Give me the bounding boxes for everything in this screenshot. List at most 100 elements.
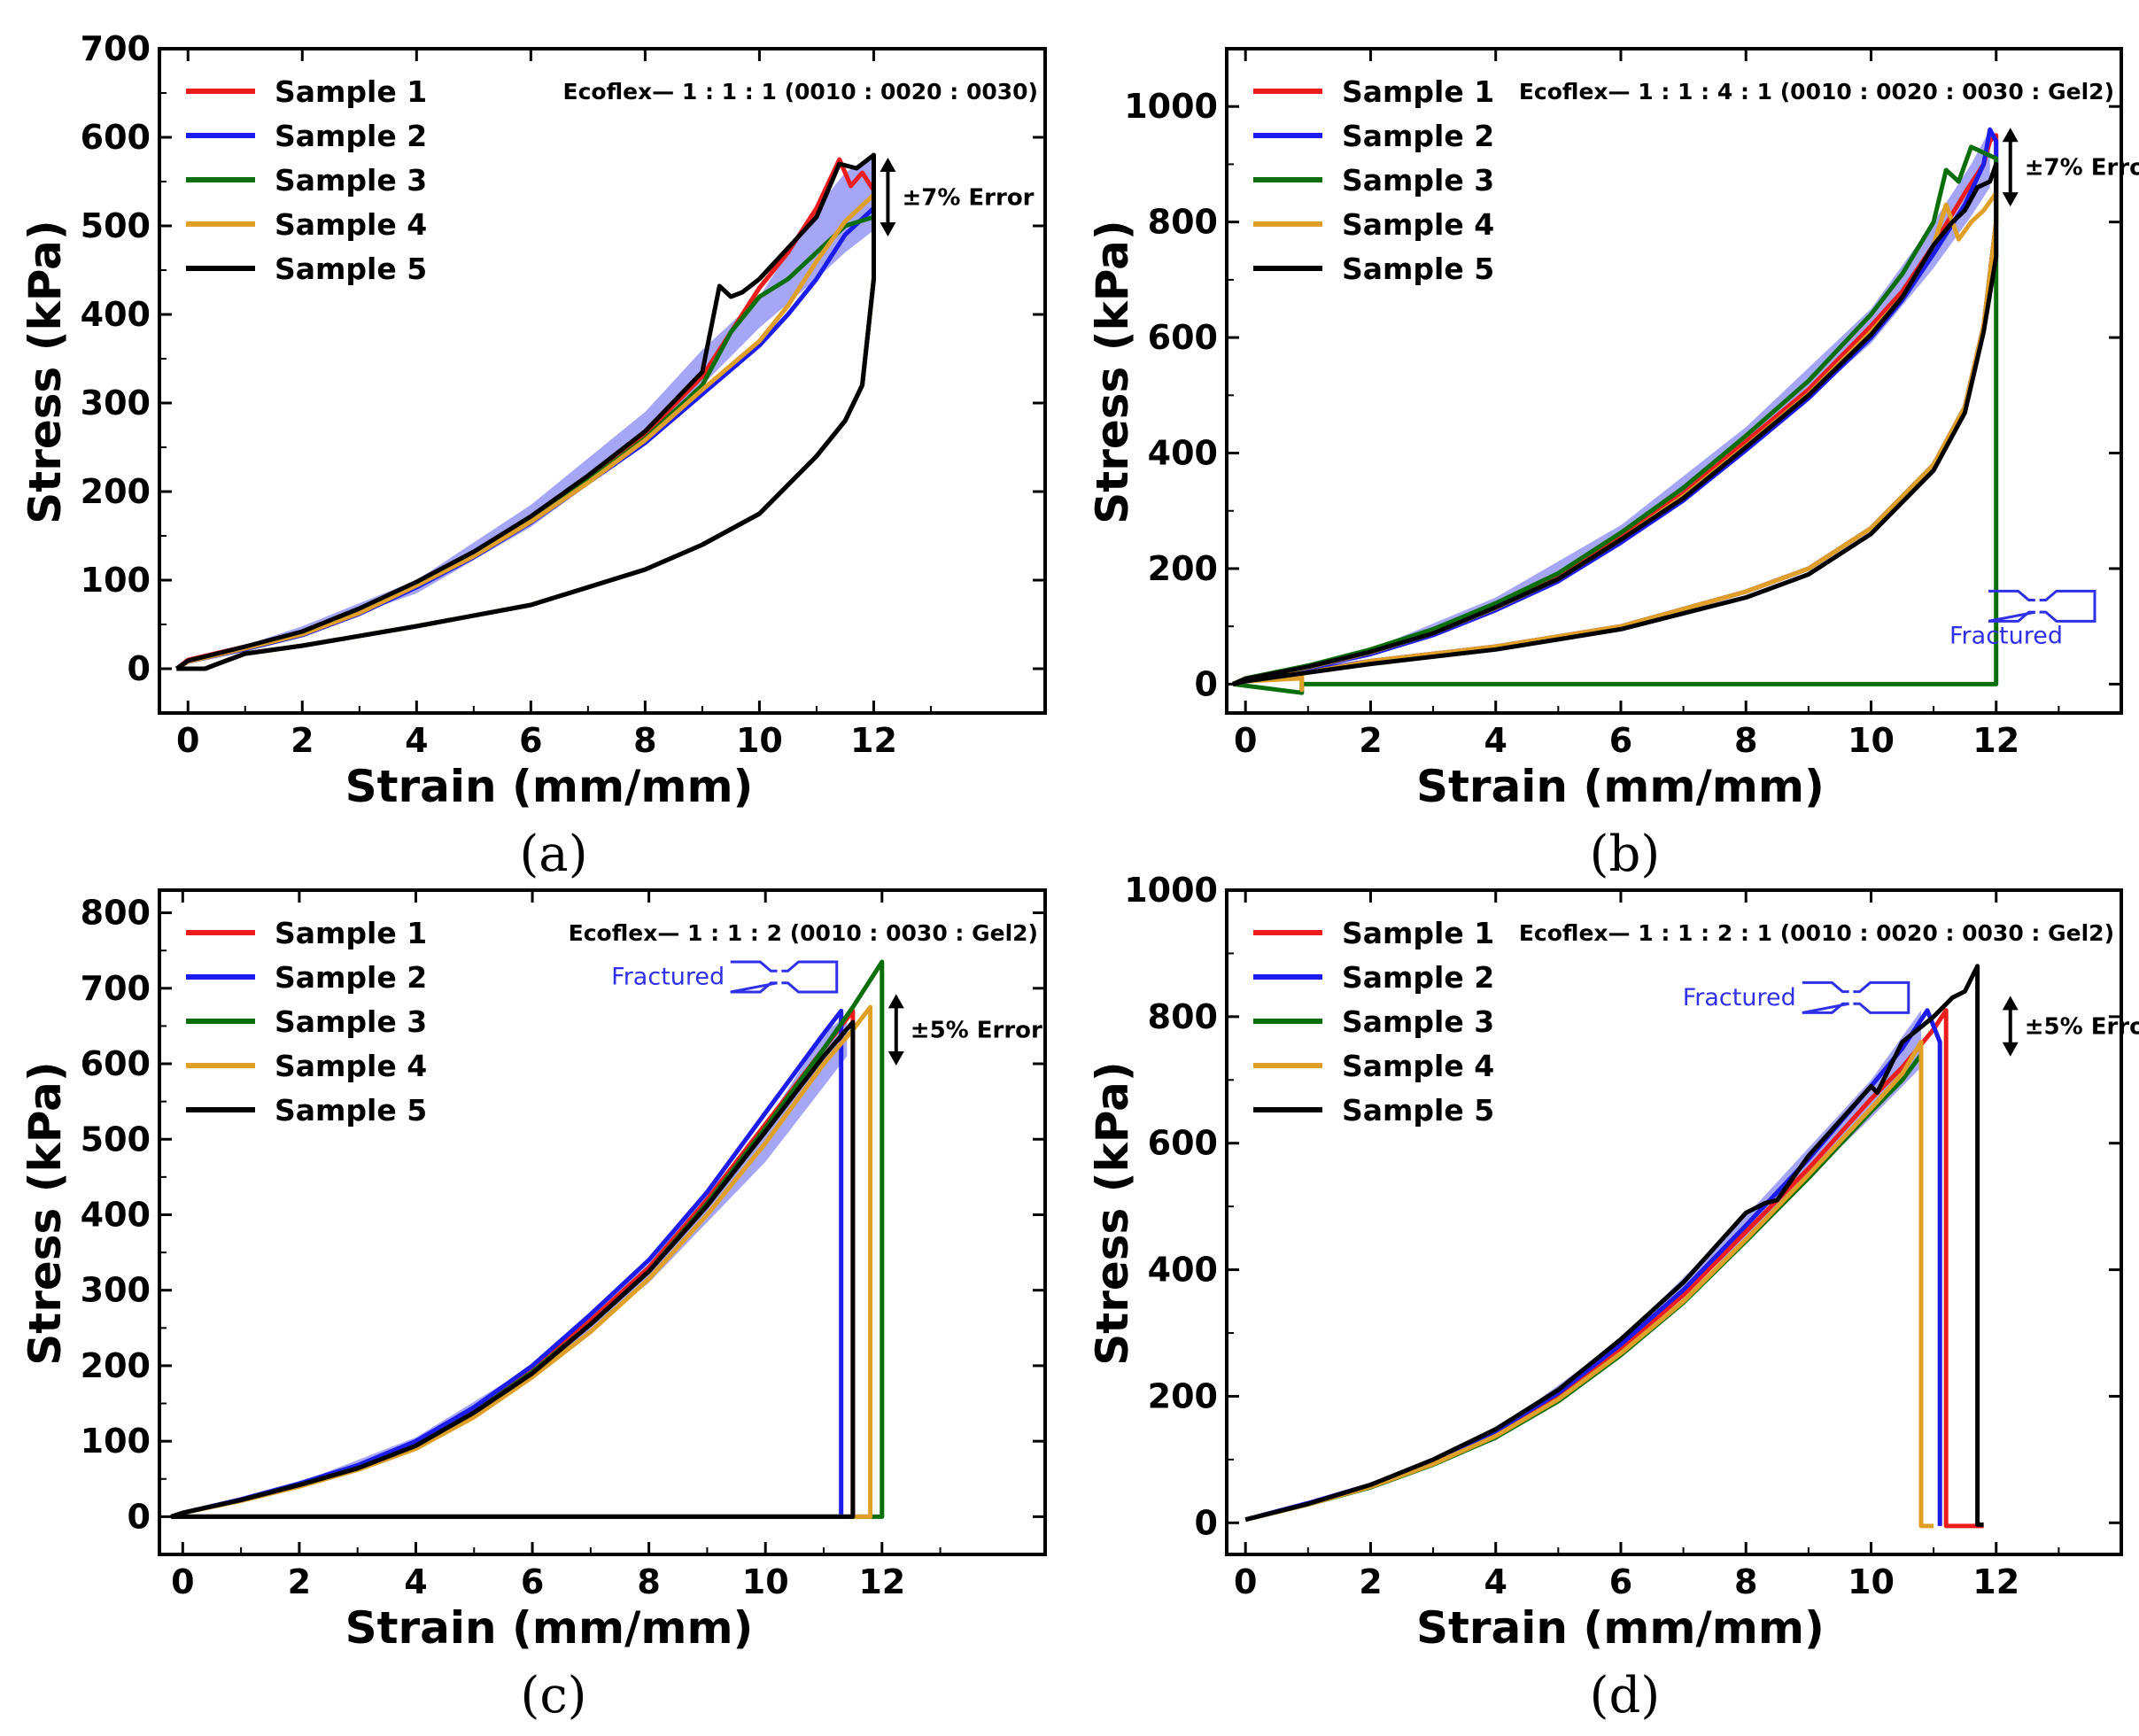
legend-label: Sample 5 xyxy=(275,252,427,286)
legend-label: Sample 1 xyxy=(1342,916,1494,950)
fracture-label: Fractured xyxy=(611,964,725,991)
y-tick-label: 300 xyxy=(81,1271,151,1310)
legend-label: Sample 3 xyxy=(275,1004,427,1039)
error-label: ±7% Error xyxy=(2025,155,2139,182)
legend-label: Sample 5 xyxy=(1342,252,1494,286)
x-tick-label: 2 xyxy=(1359,721,1382,760)
composition-annotation: Ecoflex— 1 : 1 : 4 : 1 (0010 : 0020 : 00… xyxy=(1519,79,2114,105)
error-label: ±5% Error xyxy=(2025,1014,2139,1041)
error-arrow-head-down xyxy=(880,222,896,236)
panel-label: (a) xyxy=(519,825,587,883)
error-arrow-head-up xyxy=(2002,996,2019,1011)
x-tick-label: 10 xyxy=(742,1562,789,1601)
x-axis-title: Strain (mm/mm) xyxy=(345,761,754,812)
y-tick-label: 200 xyxy=(1148,549,1218,588)
y-axis-title: Stress (kPa) xyxy=(19,1061,71,1365)
chart-panel-d: 0 2 4 6 8 10 12 0 200 400 600 800 1000 Strain (mm/mm)… xyxy=(1087,871,2139,1724)
x-tick-label: 12 xyxy=(850,721,897,760)
x-tick-label: 8 xyxy=(1734,1562,1757,1601)
legend-label: Sample 3 xyxy=(1342,163,1494,198)
x-tick-label: 2 xyxy=(1359,1562,1382,1601)
series-line-5 xyxy=(1232,161,1999,686)
x-tick-label: 8 xyxy=(633,721,656,760)
series-line-3 xyxy=(1232,144,1999,695)
error-arrow-head-up xyxy=(880,158,896,172)
y-tick-label: 400 xyxy=(1148,1251,1218,1290)
series-line-2 xyxy=(170,1008,844,1519)
y-tick-label: 1000 xyxy=(1124,871,1218,910)
y-axis-title: Stress (kPa) xyxy=(1087,1061,1138,1365)
y-tick-label: 200 xyxy=(81,472,151,511)
x-tick-label: 8 xyxy=(1734,721,1757,760)
x-tick-label: 0 xyxy=(1234,721,1257,760)
series-line-3 xyxy=(170,959,885,1519)
legend-label: Sample 2 xyxy=(1342,119,1494,153)
series-line-4 xyxy=(1244,1039,1934,1529)
x-tick-label: 4 xyxy=(405,721,428,760)
composition-annotation: Ecoflex— 1 : 1 : 2 : 1 (0010 : 0020 : 00… xyxy=(1519,920,2114,946)
legend-label: Sample 4 xyxy=(275,1049,427,1083)
x-tick-label: 4 xyxy=(404,1562,427,1601)
x-tick-label: 0 xyxy=(176,721,199,760)
chart-panel-a: 0 2 4 6 8 10 12 0 100 200 300 400 500 600 700 Strain (m… xyxy=(19,29,1047,883)
legend-label: Sample 2 xyxy=(275,960,427,995)
y-tick-label: 500 xyxy=(81,206,151,245)
series-line-2 xyxy=(1244,1008,1942,1526)
y-tick-label: 400 xyxy=(81,295,151,334)
x-tick-label: 10 xyxy=(1848,721,1895,760)
x-tick-label: 10 xyxy=(1848,1562,1895,1601)
y-tick-label: 300 xyxy=(81,384,151,422)
y-tick-label: 800 xyxy=(1148,997,1218,1036)
x-tick-label: 4 xyxy=(1484,721,1507,760)
x-tick-label: 6 xyxy=(521,1562,544,1601)
legend-label: Sample 5 xyxy=(275,1093,427,1128)
error-band xyxy=(182,1014,848,1514)
series-line-5 xyxy=(174,152,876,671)
error-label: ±5% Error xyxy=(911,1018,1042,1044)
y-tick-label: 800 xyxy=(81,894,151,933)
y-tick-label: 600 xyxy=(1148,318,1218,357)
y-axis-title: Stress (kPa) xyxy=(1087,220,1138,523)
y-tick-label: 100 xyxy=(81,1422,151,1461)
y-tick-label: 500 xyxy=(81,1120,151,1159)
x-tick-label: 4 xyxy=(1484,1562,1507,1601)
legend-label: Sample 3 xyxy=(275,163,427,198)
error-label: ±7% Error xyxy=(902,185,1034,212)
x-tick-label: 2 xyxy=(291,721,314,760)
x-tick-label: 0 xyxy=(171,1562,194,1601)
legend-label: Sample 1 xyxy=(1342,74,1494,109)
series-line-4 xyxy=(170,1004,873,1519)
chart-panel-c: 0 2 4 6 8 10 12 0 100 200 300 400 500 600 700 800 Strain… xyxy=(19,888,1047,1724)
panel-label: (c) xyxy=(520,1667,586,1724)
plot-frame xyxy=(158,47,1047,715)
legend-label: Sample 2 xyxy=(1342,960,1494,995)
series-line-5 xyxy=(1244,964,1984,1527)
legend-label: Sample 1 xyxy=(275,74,427,109)
fracture-label: Fractured xyxy=(1949,623,2063,650)
x-tick-label: 12 xyxy=(858,1562,905,1601)
y-tick-label: 0 xyxy=(128,1497,151,1536)
legend-label: Sample 4 xyxy=(1342,1049,1494,1083)
y-tick-label: 700 xyxy=(81,969,151,1008)
y-tick-label: 100 xyxy=(81,561,151,600)
y-axis-title: Stress (kPa) xyxy=(19,220,71,523)
plot-frame xyxy=(158,888,1047,1556)
x-tick-label: 12 xyxy=(1972,1562,2019,1601)
y-tick-label: 0 xyxy=(1195,664,1218,703)
panel-label: (d) xyxy=(1590,1667,1661,1724)
y-tick-label: 800 xyxy=(1148,203,1218,242)
legend-label: Sample 3 xyxy=(1342,1004,1494,1039)
error-arrow-head-up xyxy=(2002,128,2019,143)
y-tick-label: 600 xyxy=(81,1044,151,1083)
y-tick-label: 600 xyxy=(1148,1124,1218,1163)
fracture-label: Fractured xyxy=(1683,984,1796,1011)
error-arrow-head-down xyxy=(887,1051,904,1066)
series-line-5 xyxy=(170,1019,856,1519)
fractured-specimen-icon xyxy=(730,960,839,994)
x-tick-label: 10 xyxy=(736,721,783,760)
plot-frame xyxy=(1225,888,2123,1556)
y-tick-label: 700 xyxy=(81,29,151,68)
y-tick-label: 0 xyxy=(1195,1503,1218,1542)
x-tick-label: 0 xyxy=(1234,1562,1257,1601)
